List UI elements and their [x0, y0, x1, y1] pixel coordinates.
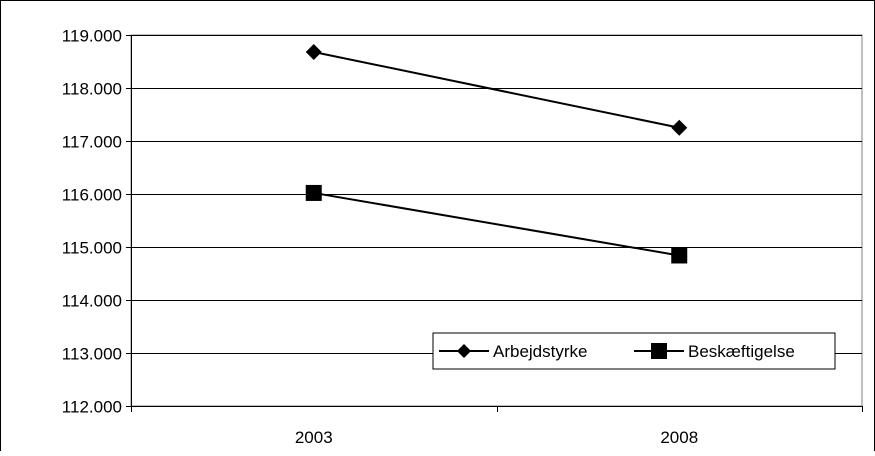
data-point-diamond [671, 119, 688, 136]
series-layer [305, 43, 688, 264]
series-line-beskæftigelse [313, 191, 680, 257]
y-tick-label: 112.000 [62, 398, 122, 417]
legend-label: Arbejdstyrke [493, 342, 587, 361]
legend-marker-square [651, 343, 667, 359]
legend-label: Beskæftigelse [688, 342, 795, 361]
y-tick-label: 119.000 [62, 27, 122, 46]
legend-marker-diamond [457, 344, 471, 358]
axes: 112.000 113.000 114.000 115.000 116.000 117.0… [62, 27, 863, 447]
y-tick-label: 117.000 [62, 133, 122, 152]
legend: Arbejdstyrke Beskæftigelse [432, 332, 836, 370]
y-tick-label: 114.000 [62, 292, 122, 311]
gridlines [131, 35, 862, 354]
x-tick-label: 2003 [295, 428, 333, 447]
y-tick-label: 115.000 [62, 239, 122, 258]
y-tick-label: 116.000 [62, 186, 122, 205]
series-line-arbejdstyrke [313, 50, 680, 129]
x-tick-label: 2008 [660, 428, 698, 447]
data-point-diamond [305, 43, 322, 60]
y-tick-label: 113.000 [62, 345, 122, 364]
data-point-square [671, 247, 688, 264]
data-point-square [305, 184, 322, 201]
y-tick-label: 118.000 [62, 80, 122, 99]
